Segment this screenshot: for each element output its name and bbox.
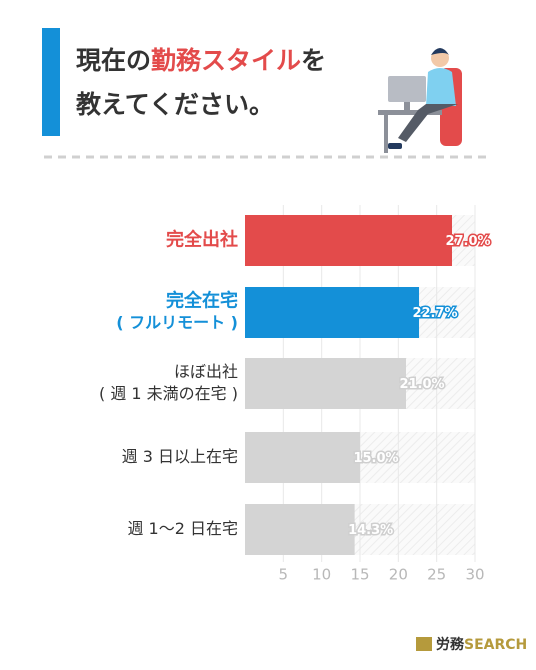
chart-title: 現在の勤務スタイルを [76, 46, 326, 75]
logo-part: 労務 [436, 636, 465, 653]
y-tick-label: ほぼ出社 [174, 362, 238, 381]
y-tick-label: ( 週 1 未満の在宅 ) [99, 384, 238, 403]
value-label: 15.0% [353, 451, 398, 466]
bar [245, 504, 355, 555]
y-tick-label: 週 1〜2 日在宅 [127, 519, 238, 538]
illustration [378, 48, 462, 153]
y-tick-label: 週 3 日以上在宅 [122, 447, 238, 466]
bar [245, 358, 406, 409]
value-label: 14.3% [348, 523, 393, 538]
title-accent [42, 28, 60, 136]
x-tick-label: 20 [389, 566, 408, 584]
y-tick-label: ( フルリモート ) [116, 313, 238, 332]
x-tick-label: 25 [427, 566, 446, 584]
bar [245, 432, 360, 483]
bar [245, 215, 452, 266]
value-label: 27.0% [445, 234, 490, 249]
logo-part: SEARCH [464, 637, 527, 653]
logo-icon [416, 637, 432, 651]
x-tick-label: 30 [465, 566, 484, 584]
logo: 労務SEARCH [436, 636, 527, 653]
chart-title-line2: 教えてください。 [76, 90, 274, 119]
y-tick-label: 完全出社 [166, 229, 238, 251]
value-label: 22.7% [412, 306, 457, 321]
bar [245, 287, 420, 338]
x-tick-label: 15 [350, 566, 369, 584]
title-part: 現在の [76, 46, 151, 75]
y-tick-label: 完全在宅 [166, 290, 238, 312]
x-tick-label: 5 [279, 566, 289, 584]
title-part: を [301, 46, 326, 75]
title-highlight: 勤務スタイル [151, 46, 301, 75]
value-label: 21.0% [399, 377, 444, 392]
x-tick-label: 10 [312, 566, 331, 584]
plot: 5 10 15 20 25 30 完全出社 27.0% 完全在宅( フルリモート ) 22.7% ほ… [99, 205, 492, 584]
